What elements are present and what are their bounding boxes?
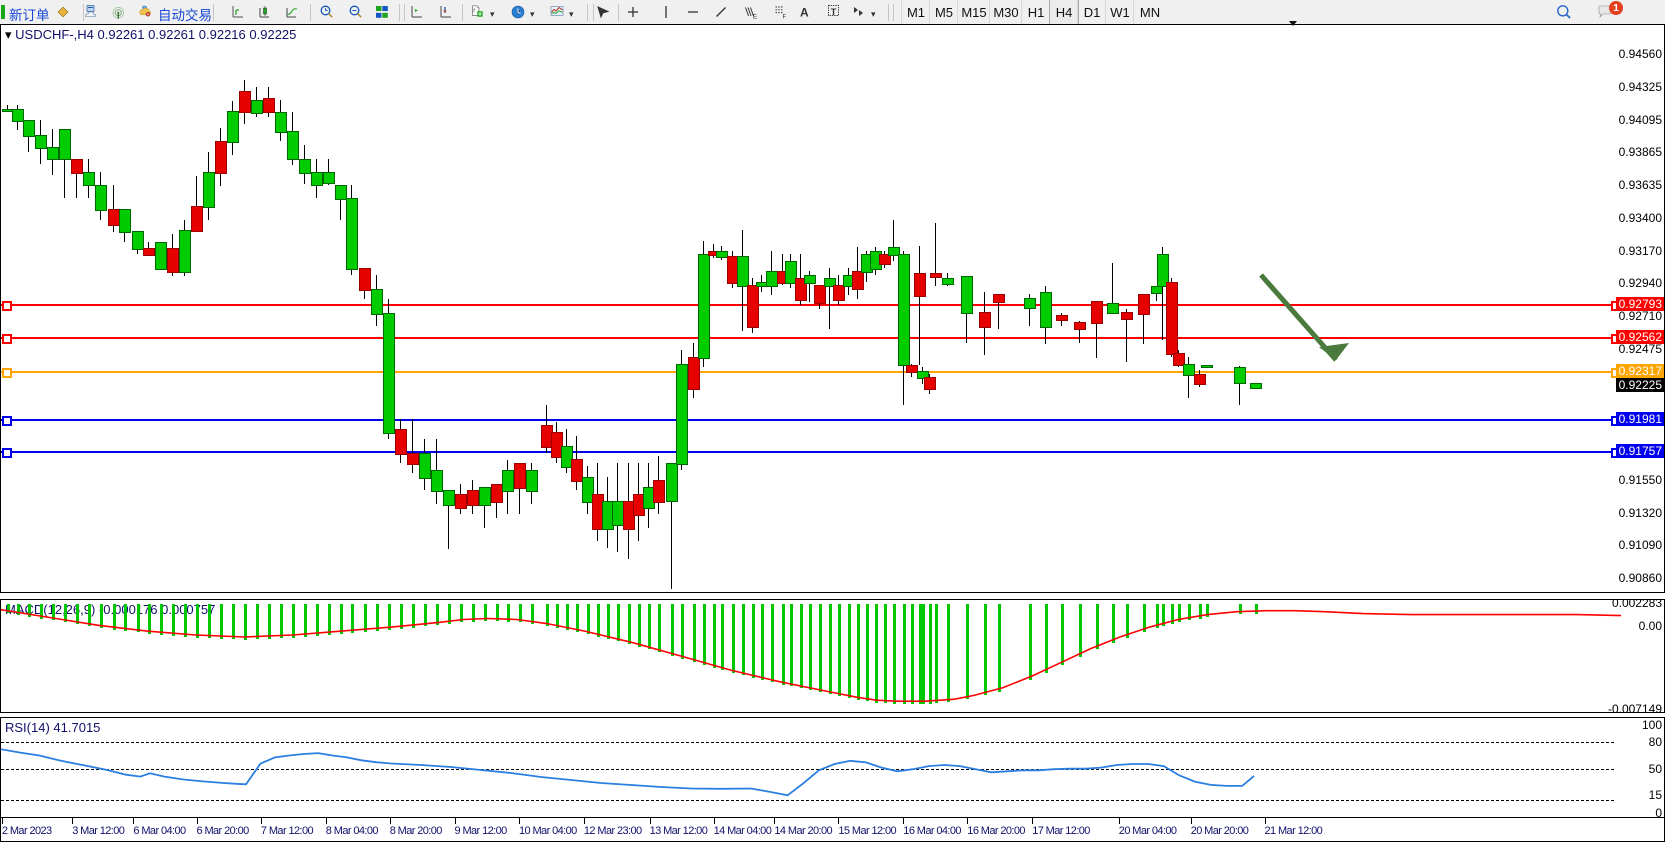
svg-text:F: F	[783, 15, 787, 21]
svg-text:T: T	[831, 7, 837, 17]
svg-text:A: A	[800, 6, 809, 20]
svg-text:E: E	[753, 15, 757, 21]
